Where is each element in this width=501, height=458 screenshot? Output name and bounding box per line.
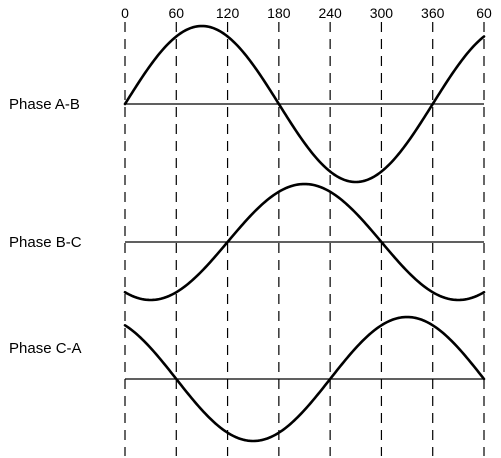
- phase-waveform: [123, 24, 486, 184]
- angle-tick-labels: 0 60 120 180 240 300 360 60: [121, 5, 492, 21]
- phase-label: Phase A-B: [9, 96, 80, 113]
- phase-label: Phase B-C: [9, 234, 82, 251]
- phase-waveform: [123, 182, 486, 302]
- phase-label: Phase C-A: [9, 340, 82, 357]
- angle-tick-label: 0: [121, 5, 129, 21]
- angle-tick-label: 120: [216, 5, 240, 21]
- phase-waveform: [123, 315, 486, 443]
- angle-tick-label: 240: [318, 5, 342, 21]
- angle-tick-label: 300: [370, 5, 394, 21]
- phase-axes: [125, 103, 484, 380]
- angle-guide-lines: [124, 22, 485, 456]
- angle-tick-label: 60: [168, 5, 184, 21]
- phase-waveforms: [123, 24, 486, 443]
- phase-labels: Phase A-B Phase B-C Phase C-A: [9, 96, 82, 357]
- angle-tick-label: 60: [476, 5, 492, 21]
- angle-tick-label: 180: [267, 5, 291, 21]
- angle-tick-label: 360: [421, 5, 445, 21]
